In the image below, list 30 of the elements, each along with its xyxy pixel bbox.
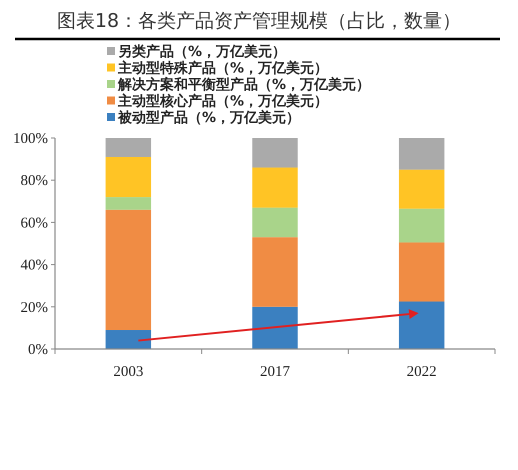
chart-title: 图表18：各类产品资产管理规模（占比，数量）: [56, 10, 462, 32]
bar: [106, 330, 152, 349]
bar: [398, 208, 444, 242]
bar: [398, 170, 444, 209]
legend-label: 主动型特殊产品（%，万亿美元）: [117, 60, 328, 76]
bar: [252, 168, 298, 208]
bar: [106, 138, 152, 157]
x-tick-label: 2022: [406, 364, 437, 380]
y-tick-label: 20%: [20, 300, 48, 316]
bar: [398, 138, 444, 170]
y-tick-label: 80%: [20, 173, 48, 190]
bar: [106, 197, 152, 210]
bar: [106, 210, 152, 330]
legend-label: 主动型核心产品（%，万亿美元）: [117, 92, 328, 110]
bar: [398, 242, 444, 302]
y-tick-label: 0%: [28, 342, 48, 358]
legend-label: 解决方案和平衡型产品（%，万亿美元）: [117, 76, 370, 93]
bar: [398, 302, 444, 349]
bar: [252, 138, 298, 168]
x-tick-label: 2017: [260, 364, 290, 380]
legend-label: 另类产品（%，万亿美元）: [118, 43, 286, 60]
x-tick-label: 2003: [113, 364, 144, 380]
bar: [252, 208, 298, 238]
bar: [106, 156, 152, 198]
y-tick-label: 100%: [13, 131, 48, 147]
bar: [252, 237, 298, 307]
y-tick-label: 40%: [20, 258, 48, 274]
y-tick-label: 60%: [20, 215, 48, 232]
legend-label: 被动型产品（%，万亿美元）: [117, 109, 300, 126]
bar: [252, 306, 298, 349]
